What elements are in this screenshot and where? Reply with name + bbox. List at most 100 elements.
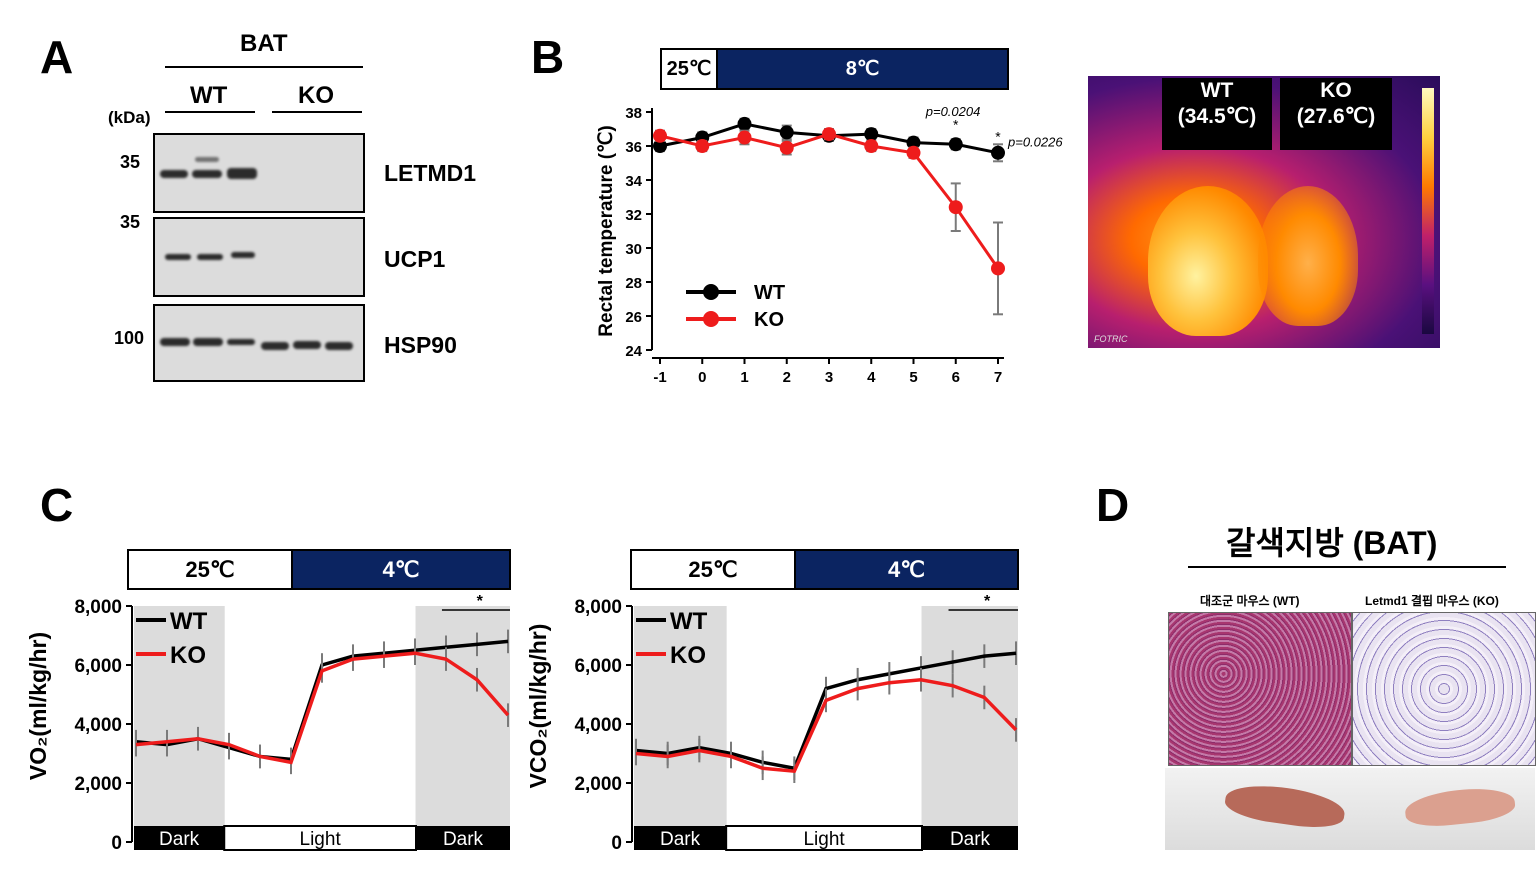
- histology-wt: [1168, 612, 1352, 766]
- x-tick-label: 2: [783, 369, 791, 386]
- bat-underline: [165, 66, 363, 68]
- pvalue-day7: p=0.0226: [1007, 135, 1063, 150]
- data-point-ko: [779, 140, 794, 155]
- data-point-ko: [991, 261, 1005, 276]
- data-point-ko: [906, 145, 921, 160]
- temp-cold-b: 8℃: [716, 50, 1007, 88]
- data-point-ko: [737, 130, 752, 145]
- series-line-ko: [635, 677, 1018, 774]
- y-tick-label: 8,000: [574, 597, 622, 618]
- y-tick-label: 34: [625, 173, 642, 190]
- x-tick-label: 3: [825, 369, 833, 386]
- phase-label-dark: Dark: [159, 829, 200, 850]
- phase-bar-dark: [134, 826, 225, 850]
- legend-marker-ko: [703, 311, 719, 327]
- thermal-ko-temp: (27.6℃): [1296, 105, 1376, 128]
- series-line-ko: [135, 651, 510, 765]
- thermal-wt-name: WT: [1200, 79, 1234, 102]
- phase-bar-light: [725, 825, 923, 851]
- thermal-image: WT (34.5℃) KO (27.6℃) FOTRIC: [1088, 76, 1440, 348]
- dark-phase-shade: [634, 606, 727, 842]
- temp-bar-vco2: 25℃ 4℃: [630, 549, 1019, 590]
- panel-letter-b: B: [531, 31, 565, 83]
- y-tick-label: 6,000: [74, 656, 122, 677]
- marker-label: 35: [120, 152, 141, 172]
- group-label-wt: WT: [190, 82, 228, 109]
- thermal-wt-temp: (34.5℃): [1177, 105, 1257, 128]
- y-tick-label: 2,000: [74, 774, 122, 795]
- legend-label-ko: KO: [170, 642, 206, 669]
- legend-label-wt: WT: [670, 608, 708, 635]
- significance-star: *: [995, 129, 1001, 145]
- thermal-label-ko: KO (27.6℃): [1280, 78, 1392, 150]
- phase-bar-dark: [922, 826, 1018, 850]
- significance-star: *: [477, 593, 484, 610]
- kda-label: (kDa): [108, 108, 151, 127]
- significance-star: *: [953, 117, 959, 133]
- legend-label-wt: WT: [754, 282, 785, 304]
- temp-room-b: 25℃: [662, 50, 716, 88]
- phase-label-light: Light: [300, 829, 342, 850]
- protein-label-hsp90: HSP90: [384, 332, 457, 358]
- data-point-ko: [822, 127, 836, 142]
- significance-star: *: [984, 593, 991, 610]
- ko-underline: [272, 111, 362, 113]
- histo-label-ko: Letmd1 결핍 마우스 (KO): [1365, 594, 1499, 608]
- y-tick-label: 6,000: [574, 656, 622, 677]
- x-tick-label: 0: [698, 369, 706, 386]
- blot-hsp90: [153, 304, 365, 382]
- dark-phase-shade: [134, 606, 225, 842]
- panel-letter-a: A: [40, 31, 74, 83]
- temp-cold-vo2: 4℃: [291, 551, 509, 588]
- vco2-chart: 0 2,000 4,000 6,000 8,000 VCO₂(ml/kg/hr) Dark L…: [525, 593, 1018, 854]
- x-tick-label: 5: [909, 369, 917, 386]
- data-point-wt: [737, 116, 752, 131]
- tissue-label: BAT: [240, 30, 288, 57]
- x-tick-label: 6: [952, 369, 960, 386]
- thermal-ko-name: KO: [1320, 79, 1352, 102]
- tissue-photo: [1165, 768, 1535, 850]
- blot-ucp1: [153, 217, 365, 297]
- phase-bar-dark: [634, 826, 727, 850]
- phase-bar-dark: [416, 826, 510, 850]
- y-tick-label: 32: [625, 207, 642, 224]
- data-point-ko: [948, 200, 963, 215]
- protein-label-letmd1: LETMD1: [384, 160, 476, 186]
- legend-label-ko: KO: [754, 309, 784, 331]
- data-point-wt: [779, 125, 794, 140]
- x-tick-label: 7: [994, 369, 1002, 386]
- data-point-wt: [653, 139, 667, 153]
- y-tick-label: 0: [611, 833, 622, 854]
- y-axis-label: Rectal temperature (℃): [596, 125, 617, 336]
- phase-label-light: Light: [803, 829, 845, 850]
- y-tick-label: 26: [625, 309, 642, 326]
- temp-cold-vco2: 4℃: [794, 551, 1017, 588]
- temp-room-vco2: 25℃: [632, 551, 794, 588]
- pvalue-day6: p=0.0204: [925, 104, 981, 119]
- blot-letmd1: [153, 133, 365, 213]
- y-tick-label: 36: [625, 139, 642, 156]
- thermal-label-wt: WT (34.5℃): [1162, 78, 1272, 150]
- y-axis-label: VCO₂(ml/kg/hr): [525, 624, 551, 789]
- vo2-chart: 0 2,000 4,000 6,000 8,000 VO₂(ml/kg/hr) Dark Li…: [25, 593, 510, 854]
- phase-label-dark: Dark: [660, 829, 701, 850]
- y-tick-label: 0: [111, 833, 122, 854]
- protein-label-ucp1: UCP1: [384, 246, 446, 272]
- temp-room-vo2: 25℃: [129, 551, 291, 588]
- data-point-wt: [991, 145, 1005, 160]
- data-point-wt: [864, 127, 879, 142]
- temp-bar-b: 25℃ 8℃: [660, 48, 1009, 90]
- wt-underline: [165, 111, 255, 113]
- y-tick-label: 28: [625, 275, 642, 292]
- y-tick-label: 4,000: [74, 715, 122, 736]
- y-tick-label: 24: [625, 343, 642, 360]
- x-tick-label: -1: [653, 369, 666, 386]
- legend-label-ko: KO: [670, 642, 706, 669]
- panel-letter-c: C: [40, 479, 74, 531]
- phase-label-dark: Dark: [950, 829, 991, 850]
- y-tick-label: 30: [625, 241, 642, 258]
- histo-label-wt: 대조군 마우스 (WT): [1200, 594, 1300, 608]
- bat-title-underline: [1188, 566, 1506, 568]
- y-tick-label: 2,000: [574, 774, 622, 795]
